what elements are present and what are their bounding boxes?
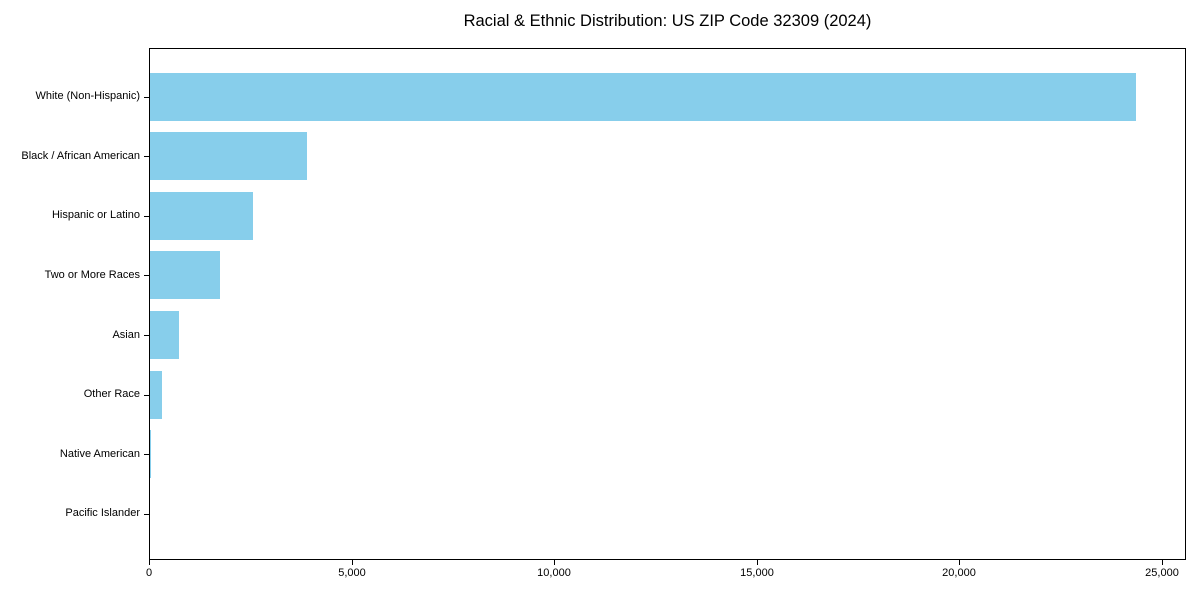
y-axis-label: Asian — [112, 329, 140, 341]
x-tick-mark — [1162, 560, 1163, 565]
y-tick-mark — [144, 514, 149, 515]
bar — [150, 72, 1136, 121]
x-tick-mark — [757, 560, 758, 565]
x-tick-label: 20,000 — [942, 567, 976, 579]
y-tick-mark — [144, 275, 149, 276]
x-tick-mark — [554, 560, 555, 565]
x-tick-label: 0 — [145, 567, 153, 579]
y-axis-label: Other Race — [83, 388, 140, 400]
bar — [150, 191, 253, 240]
x-tick-label: 5,000 — [338, 567, 366, 579]
y-axis-label: White (Non-Hispanic) — [35, 90, 140, 102]
bar — [150, 370, 162, 419]
y-tick-mark — [144, 454, 149, 455]
bar — [150, 430, 151, 479]
x-tick-mark — [352, 560, 353, 565]
bar — [150, 311, 179, 360]
x-tick-label: 10,000 — [537, 567, 571, 579]
bar — [150, 132, 307, 181]
y-tick-mark — [144, 156, 149, 157]
x-tick-mark — [149, 560, 150, 565]
y-tick-mark — [144, 395, 149, 396]
y-tick-mark — [144, 97, 149, 98]
y-axis-label: Two or More Races — [44, 269, 140, 281]
x-tick-label: 15,000 — [740, 567, 774, 579]
plot-area — [149, 48, 1186, 560]
y-axis-label: Black / African American — [21, 150, 140, 162]
y-tick-mark — [144, 335, 149, 336]
y-axis-label: Pacific Islander — [65, 507, 140, 519]
x-tick-label: 25,000 — [1145, 567, 1179, 579]
bar — [150, 251, 220, 300]
y-tick-mark — [144, 216, 149, 217]
y-axis-label: Native American — [59, 448, 140, 460]
y-axis-label: Hispanic or Latino — [51, 209, 140, 221]
chart-title: Racial & Ethnic Distribution: US ZIP Cod… — [463, 12, 872, 30]
x-tick-mark — [959, 560, 960, 565]
